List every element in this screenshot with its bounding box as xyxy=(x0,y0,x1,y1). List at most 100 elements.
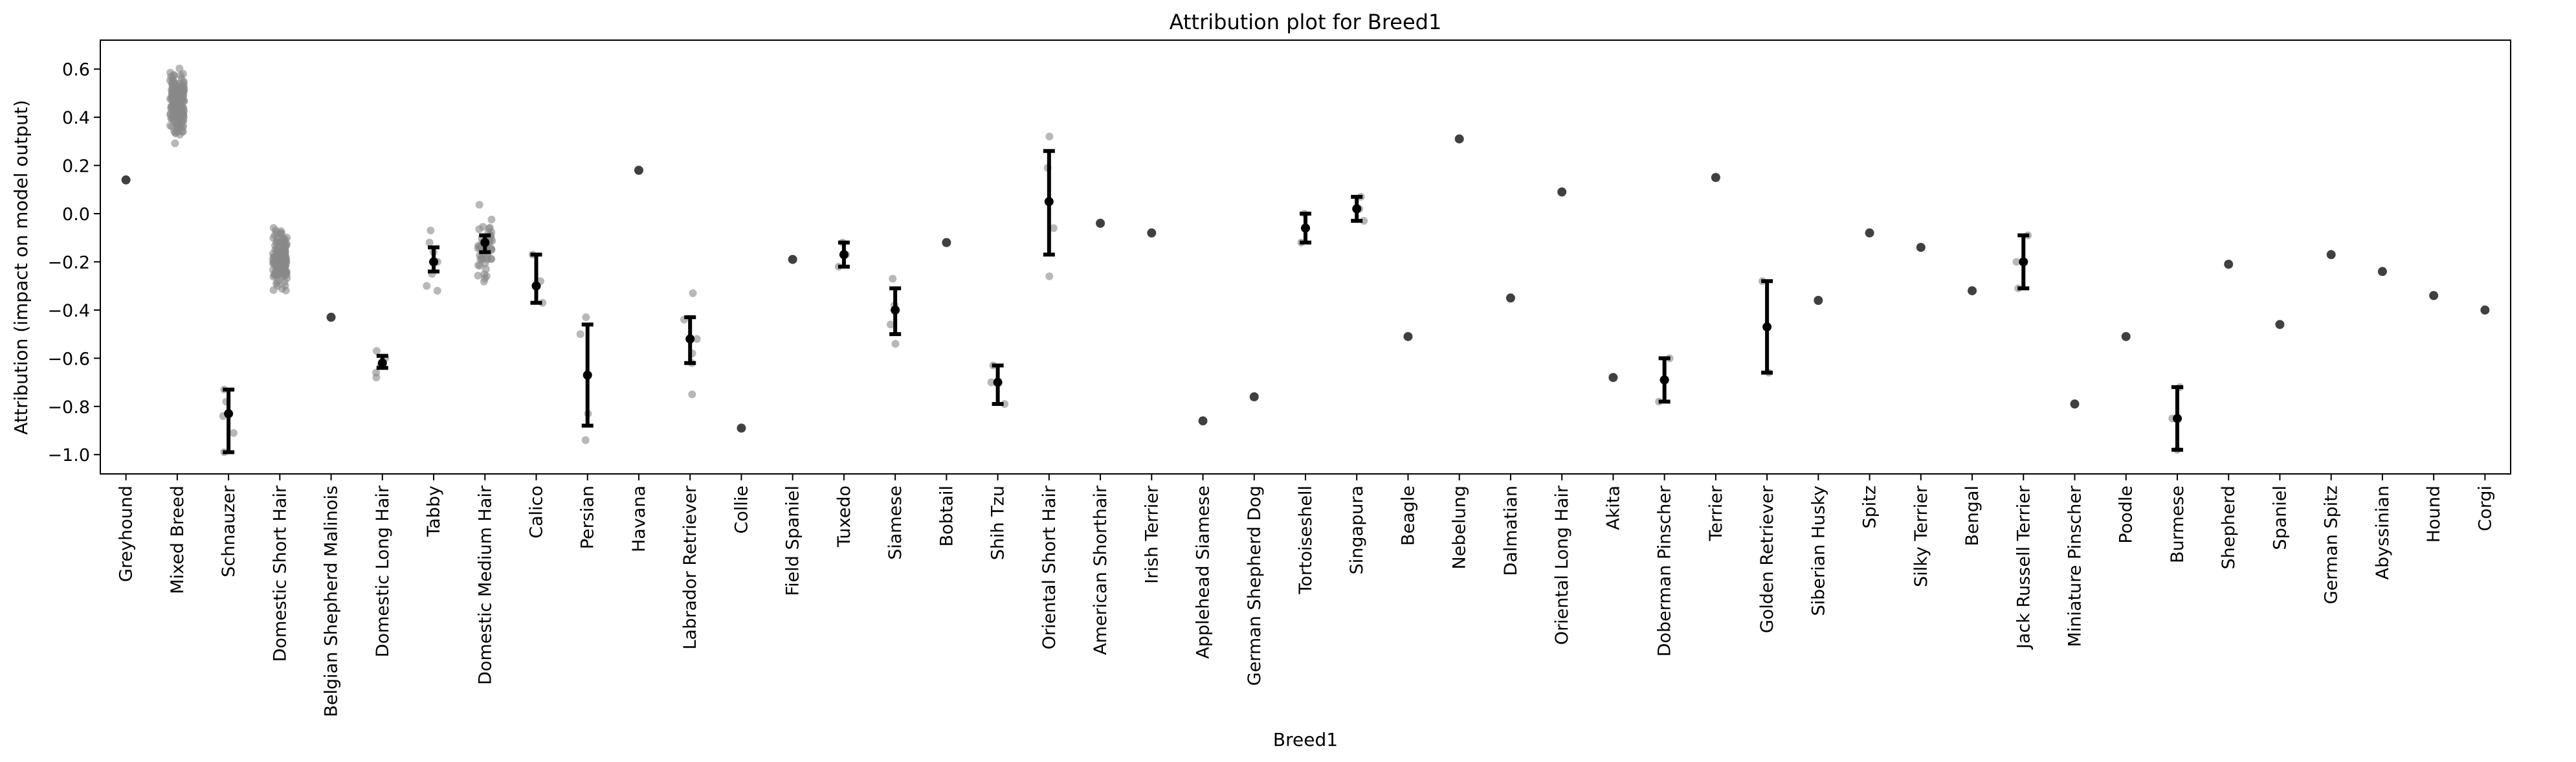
y-tick-label: 0.2 xyxy=(62,157,90,177)
y-tick-label: −0.2 xyxy=(47,252,90,273)
data-point xyxy=(474,271,482,280)
data-point xyxy=(475,201,483,209)
x-tick-label: Bobtail xyxy=(937,486,957,546)
data-point xyxy=(2480,305,2490,315)
data-point xyxy=(788,254,797,264)
data-point xyxy=(2326,250,2336,260)
x-tick-label: Golden Retriever xyxy=(1757,485,1777,633)
data-point xyxy=(582,313,590,322)
data-point xyxy=(174,91,183,99)
data-point xyxy=(173,109,181,117)
mean-marker xyxy=(429,257,439,267)
x-tick-label: Doberman Pinscher xyxy=(1655,485,1675,656)
data-point xyxy=(693,335,701,343)
data-point xyxy=(280,278,289,286)
x-axis: Greyhound Mixed Breed Schnauzer Domestic Sh… xyxy=(117,474,2495,717)
x-tick-label: Spaniel xyxy=(2270,486,2290,550)
x-tick-label: Schnauzer xyxy=(219,485,239,577)
plot-marks xyxy=(121,64,2490,456)
data-point xyxy=(476,255,485,263)
x-tick-label: Persian xyxy=(578,486,598,549)
data-point xyxy=(273,234,282,242)
data-point xyxy=(1814,296,1823,305)
data-point xyxy=(1865,228,1874,238)
data-point xyxy=(886,320,894,329)
x-tick-label: German Shepherd Dog xyxy=(1245,486,1265,686)
chart-title: Attribution plot for Breed1 xyxy=(1170,10,1442,34)
x-tick-label: Field Spaniel xyxy=(783,486,803,596)
data-point xyxy=(1049,224,1058,232)
data-point xyxy=(2121,331,2131,341)
data-point xyxy=(1198,416,1208,426)
data-point xyxy=(167,104,175,113)
x-tick-label: Terrier xyxy=(1706,485,1726,541)
data-point xyxy=(171,139,179,148)
data-point xyxy=(889,275,897,283)
data-point xyxy=(174,124,183,133)
x-tick-label: Corgi xyxy=(2475,486,2495,532)
x-tick-label: Belgian Shepherd Malinois xyxy=(322,486,342,717)
data-point xyxy=(171,79,179,87)
data-point xyxy=(2377,267,2387,276)
x-tick-label: Tuxedo xyxy=(834,486,854,548)
data-point xyxy=(170,71,178,79)
data-point xyxy=(282,271,291,279)
data-point xyxy=(688,390,696,399)
data-point xyxy=(372,374,381,382)
data-point xyxy=(1916,243,1926,252)
y-tick-label: −0.6 xyxy=(47,349,90,369)
data-point xyxy=(179,85,187,93)
data-point xyxy=(229,429,238,437)
mean-marker xyxy=(685,334,695,344)
data-point xyxy=(1608,373,1618,383)
x-tick-label: Hound xyxy=(2424,486,2444,543)
data-point xyxy=(272,268,280,276)
mean-marker xyxy=(1762,322,1772,331)
data-point xyxy=(480,270,489,278)
x-tick-label: Nebelung xyxy=(1450,486,1470,569)
data-point xyxy=(269,249,277,258)
data-point xyxy=(175,64,184,73)
data-point xyxy=(2224,260,2234,269)
y-tick-label: −1.0 xyxy=(47,445,90,465)
x-tick-label: Oriental Short Hair xyxy=(1039,485,1060,649)
data-point xyxy=(689,289,697,297)
data-point xyxy=(433,287,441,295)
x-tick-label: Greyhound xyxy=(117,486,137,582)
x-tick-label: Mixed Breed xyxy=(168,486,188,594)
data-point xyxy=(423,282,431,290)
x-tick-label: Akita xyxy=(1603,486,1623,530)
data-point xyxy=(1249,392,1259,401)
data-point xyxy=(479,223,487,231)
x-tick-label: Miniature Pinscher xyxy=(2065,485,2085,647)
data-point xyxy=(276,241,284,249)
x-axis-label: Breed1 xyxy=(1273,729,1338,750)
data-point xyxy=(2070,399,2080,409)
data-point xyxy=(891,340,900,348)
data-point xyxy=(581,436,590,444)
x-tick-label: Singapura xyxy=(1347,486,1367,574)
data-point xyxy=(487,216,496,224)
data-point xyxy=(576,330,584,339)
x-tick-label: Bengal xyxy=(1962,486,1982,546)
data-point xyxy=(282,286,290,295)
data-point xyxy=(179,113,188,122)
data-point xyxy=(171,97,179,106)
x-tick-label: Tortoiseshell xyxy=(1296,486,1316,595)
data-point xyxy=(177,74,186,83)
data-point xyxy=(1045,132,1054,140)
data-point xyxy=(1403,331,1413,341)
x-tick-label: Irish Terrier xyxy=(1142,485,1162,584)
mean-marker xyxy=(583,370,592,380)
mean-marker xyxy=(1660,375,1669,385)
mean-marker xyxy=(480,238,490,247)
x-tick-label: Jack Russell Terrier xyxy=(2014,485,2034,650)
x-tick-label: Burmese xyxy=(2168,486,2188,563)
data-point xyxy=(1968,286,1977,296)
mean-marker xyxy=(224,409,234,418)
data-point xyxy=(177,97,185,106)
x-tick-label: German Spitz xyxy=(2322,486,2342,604)
data-point xyxy=(282,261,290,269)
mean-marker xyxy=(839,250,849,260)
